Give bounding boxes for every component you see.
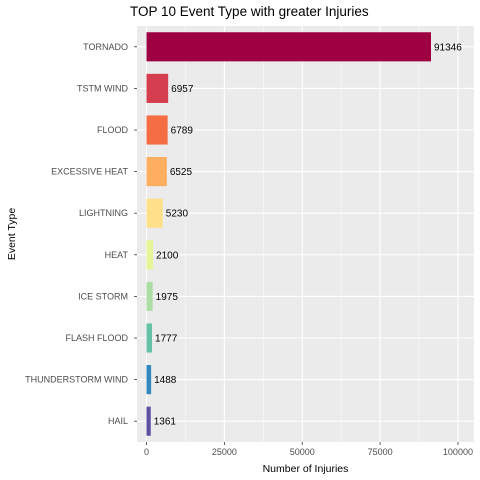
y-tick-label: TORNADO <box>83 42 128 52</box>
y-tick-label: EXCESSIVE HEAT <box>51 167 128 177</box>
y-axis-title: Event Type <box>6 208 18 261</box>
y-tick-label: HAIL <box>108 416 128 426</box>
bar <box>146 365 152 395</box>
x-tick-label: 75000 <box>368 447 393 457</box>
x-tick-label: 50000 <box>290 447 315 457</box>
plot-panel <box>137 26 474 442</box>
y-axis-ticks: TORNADO TSTM WIND FLOOD EXCESSIVE HEAT LIGHT… <box>25 42 137 426</box>
bar-value-label: 1975 <box>156 292 179 303</box>
x-axis-ticks: 0 25000 50000 75000 100000 <box>144 442 473 457</box>
bar <box>146 240 154 270</box>
bar <box>146 281 153 311</box>
x-tick-label: 100000 <box>443 447 473 457</box>
bar <box>146 198 163 228</box>
bars <box>146 32 431 436</box>
bar-value-label: 1488 <box>154 375 177 386</box>
bar-value-label: 5230 <box>166 209 189 220</box>
y-tick-label: ICE STORM <box>78 291 128 301</box>
bar <box>146 406 151 436</box>
minor-gridlines <box>185 26 420 442</box>
bar-value-label: 6957 <box>171 84 194 95</box>
bar <box>146 157 167 187</box>
y-tick-label: FLOOD <box>97 125 129 135</box>
bar-value-label: 91346 <box>434 42 462 53</box>
bar <box>146 323 153 353</box>
bar-value-label: 1777 <box>155 334 178 345</box>
x-tick-label: 25000 <box>212 447 237 457</box>
bar <box>146 73 169 103</box>
chart-title: TOP 10 Event Type with greater Injuries <box>130 4 369 19</box>
y-tick-label: TSTM WIND <box>77 83 128 93</box>
bar-value-label: 6789 <box>171 126 194 137</box>
y-tick-label: HEAT <box>105 250 129 260</box>
y-tick-label: LIGHTNING <box>79 208 128 218</box>
bar <box>146 115 168 145</box>
data-labels: 91346 6957 6789 6525 5230 2100 1975 1777 1488 136… <box>154 42 463 427</box>
y-tick-label: FLASH FLOOD <box>65 333 128 343</box>
bar <box>146 32 431 62</box>
bar-value-label: 1361 <box>154 417 177 428</box>
bar-value-label: 6525 <box>170 167 193 178</box>
y-tick-label: THUNDERSTORM WIND <box>25 375 128 385</box>
x-axis-title: Number of Injuries <box>263 463 349 475</box>
bar-value-label: 2100 <box>156 250 179 261</box>
x-tick-label: 0 <box>144 447 149 457</box>
